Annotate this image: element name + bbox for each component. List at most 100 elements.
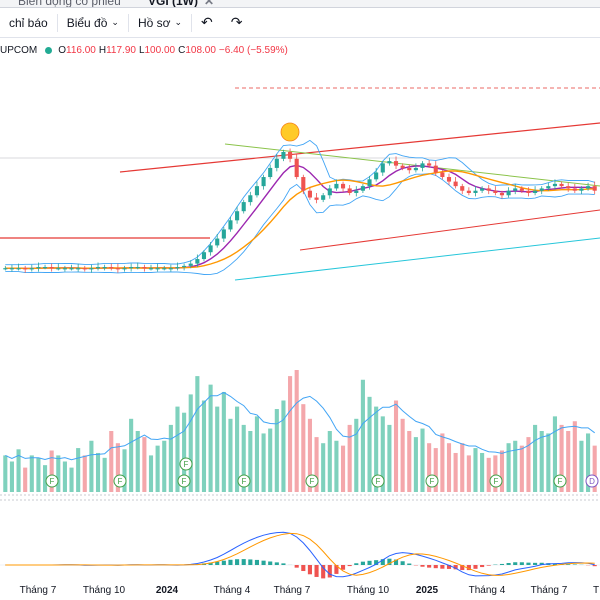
tab-vgi-chart[interactable]: VGI (1W) ✕ [148, 0, 215, 8]
macd-layer [0, 531, 600, 579]
candle-body [235, 211, 240, 221]
upper-channel-line [119, 122, 600, 173]
volume-bar [387, 424, 392, 492]
volume-bar [400, 418, 405, 492]
exchange-label: UPCOM [0, 44, 38, 56]
macd-histogram-bar [420, 565, 425, 567]
candle-body [208, 245, 213, 253]
volume-bar [16, 449, 21, 492]
volume-bar [23, 467, 28, 492]
profile-dropdown[interactable]: Hồ sơ ⌄ [129, 11, 191, 35]
candle-body [460, 186, 465, 191]
undo-button[interactable]: ↶ [192, 11, 222, 35]
candle-body [122, 268, 127, 270]
candle-body [56, 268, 61, 270]
candle-body [62, 268, 67, 270]
macd-histogram-bar [572, 564, 577, 565]
volume-bar [201, 400, 207, 492]
volume-bar [420, 428, 425, 492]
candle-body [129, 267, 134, 269]
macd-histogram-bar [380, 559, 385, 565]
candle-body [162, 268, 167, 270]
dividend-marker [305, 474, 319, 488]
redo-button[interactable]: ↷ [222, 11, 252, 35]
macd-histogram-bar [228, 559, 233, 565]
tab-stock-movement[interactable]: Biến động cổ phiếu [18, 0, 121, 8]
volume-bar [513, 440, 518, 492]
candle-body [23, 268, 28, 270]
redo-icon: ↷ [230, 14, 243, 30]
macd-histogram-bar [446, 565, 452, 569]
volume-bar [433, 448, 438, 492]
candle-body [135, 267, 140, 269]
candle-body [334, 183, 339, 189]
chart-toolbar: chỉ báo Biểu đồ ⌄ Hồ sơ ⌄ ↶ ↷ [0, 8, 600, 38]
volume-bar [254, 416, 260, 492]
indicators-label: chỉ báo [9, 15, 48, 30]
ma-short-line [5, 164, 595, 270]
close-icon[interactable]: ✕ [204, 0, 215, 8]
candle-body [274, 158, 279, 168]
volume-bar [95, 452, 101, 492]
dividend-marker [489, 474, 503, 488]
candle-body [301, 177, 306, 191]
candle-body [182, 265, 187, 268]
candle-body [533, 190, 538, 193]
bollinger-upper-line [5, 139, 595, 266]
volume-bar [241, 424, 246, 492]
high-key: H [98, 44, 107, 56]
candle-body [168, 268, 173, 270]
volume-bar [49, 450, 54, 492]
dividend-marker-letter: F [494, 477, 499, 486]
candle-body [9, 268, 14, 270]
candle-body [89, 268, 94, 270]
dividend-marker [553, 474, 567, 488]
volume-bar [592, 445, 597, 492]
candle-body [175, 267, 180, 269]
volume-bar [533, 424, 538, 492]
volume-bar [155, 445, 160, 492]
volume-bar [374, 406, 379, 492]
dividend-marker [371, 474, 385, 488]
price-chart[interactable]: F F F F F F F F FFD Tháng 7 Tháng 10 2024 Tháng 4 Th… [0, 60, 600, 600]
undo-icon: ↶ [201, 14, 213, 30]
macd-histogram-bar [208, 562, 213, 565]
volume-bar [466, 455, 471, 492]
indicators-button[interactable]: chỉ báo [0, 11, 57, 35]
candle-body [427, 163, 432, 166]
toolbar-divider [56, 13, 58, 32]
volume-bar [281, 400, 286, 492]
macd-histogram-bar [281, 563, 286, 565]
macd-histogram-bar [215, 561, 220, 565]
volume-bar [294, 370, 299, 492]
candle-body [420, 163, 425, 168]
chart-type-dropdown[interactable]: Biểu đồ ⌄ [58, 11, 128, 35]
dividend-marker-letter: F [376, 477, 381, 486]
volume-bar [162, 440, 167, 492]
macd-histogram-bar [294, 565, 299, 568]
macd-histogram-bar [340, 565, 346, 570]
ascending-support-line [299, 209, 600, 251]
candle-body [446, 177, 452, 182]
volume-bar [440, 433, 445, 492]
volume-bar [109, 431, 114, 492]
volume-bar [579, 440, 584, 492]
laughing-emoji-icon [280, 122, 300, 142]
candle-body [400, 165, 405, 168]
tab-vgi-label: VGI (1W) [148, 0, 198, 8]
candle-body [592, 186, 597, 191]
macd-histogram-bar [241, 559, 246, 565]
candle-body [480, 188, 485, 191]
volume-bar [321, 443, 326, 492]
x-axis-tick-label: Tháng 7 [20, 585, 57, 596]
macd-histogram-bar [307, 565, 312, 575]
volume-bar [367, 396, 372, 492]
x-axis-tick-label: Tháng 10 [347, 585, 390, 596]
candle-body [433, 165, 438, 173]
candle-body [188, 263, 193, 266]
x-axis: Tháng 7 Tháng 10 2024 Tháng 4 Tháng 7 Tháng 1… [20, 585, 599, 596]
volume-bar [76, 448, 81, 492]
volume-bar [175, 406, 180, 492]
bollinger-lower-line [5, 173, 595, 275]
volume-bar [427, 443, 432, 492]
